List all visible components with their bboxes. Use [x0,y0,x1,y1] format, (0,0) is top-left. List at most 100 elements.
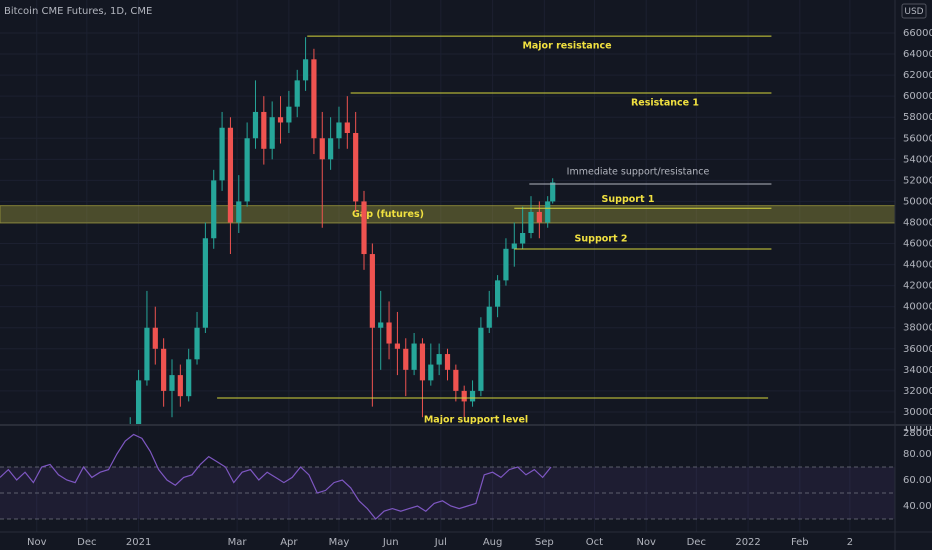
candle-body [219,127,225,181]
candle-body [286,106,292,123]
candle-body [161,348,167,391]
candle-body [344,122,350,133]
rsi-tick-label: 60.00 [903,475,932,486]
candle-body [252,111,259,139]
candle-body [144,327,150,381]
rsi-pane [0,426,895,532]
level-label: Major resistance [522,41,611,52]
candle-body [394,343,401,349]
x-tick-label: 2022 [735,537,760,548]
y-tick-label: 56000 [903,133,932,144]
candle-body [202,238,208,328]
candle-body [503,248,509,281]
candle-body [528,211,534,233]
currency-box[interactable] [901,3,927,19]
candle-body [550,182,556,202]
candle-body [428,364,434,381]
candle-body [244,138,250,202]
candle-body [277,117,284,123]
x-tick-label: May [329,537,350,548]
candle-body [294,80,300,107]
candle-body [152,327,158,349]
y-tick-label: 46000 [903,239,932,250]
candle-body [361,201,367,255]
price-pane: Gap (futures) Major resistance Resistance … [0,0,895,425]
x-tick-label: Dec [687,537,706,548]
candle-body [386,322,392,344]
candle-body [336,122,342,139]
x-tick-label: Nov [636,537,656,548]
candle-body [494,280,501,307]
candle-body [236,201,242,223]
candle-body [403,348,409,370]
gap-band [0,205,895,224]
y-tick-label: 50000 [903,196,932,207]
candle-body [469,390,476,402]
x-tick-label: 2021 [126,537,151,548]
y-tick-label: 34000 [903,365,932,376]
y-tick-label: 44000 [903,260,932,271]
y-tick-label: 52000 [903,175,932,186]
candle-body [461,390,467,402]
candle-body [545,201,551,223]
candle-body [369,254,375,328]
candle-body [536,211,542,223]
y-tick-label: 36000 [903,344,932,355]
y-tick-label: 64000 [903,49,932,60]
rsi-tick-label: 80.00 [903,449,932,460]
candle-body [269,117,275,149]
x-tick-label: 2 [847,537,853,548]
x-tick-label: Dec [77,537,96,548]
y-tick-label: 28000 [903,428,932,439]
candle-body [436,354,442,365]
y-tick-label: 62000 [903,70,932,81]
candle-body [328,138,334,160]
x-tick-label: Apr [280,537,298,548]
rsi-tick-label: 40.00 [903,501,932,512]
level-label: Major support level [424,414,528,425]
candle-body [353,133,359,202]
y-tick-label: 48000 [903,217,932,228]
candle-body [261,111,267,149]
candle-body [169,375,175,391]
y-tick-label: 30000 [903,407,932,418]
y-tick-label: 42000 [903,281,932,292]
currency[interactable]: USD [904,7,923,17]
candle-body [302,59,309,81]
candle-body [135,380,142,425]
candle-body [520,233,526,244]
y-tick-label: 40000 [903,302,932,313]
x-tick-label: Jul [434,537,447,548]
candle-body [211,180,217,239]
gap-label: Gap (futures) [352,209,424,220]
candle-body [311,59,317,139]
candle-body [511,243,517,249]
chart-title: Bitcoin CME Futures, 1D, CME [4,6,152,17]
level-label: Immediate support/resistance [567,167,710,178]
x-tick-label: Jun [382,537,399,548]
x-tick-label: Nov [27,537,47,548]
candle-body [419,343,426,381]
candle-body [486,306,492,328]
x-tick-label: Sep [535,537,554,548]
y-tick-label: 66000 [903,28,932,39]
x-tick-label: Aug [483,537,503,548]
axes: Nov Dec 2021 Mar Apr May Jun Jul Aug Sep Oct Nov Dec… [27,28,932,548]
rsi-tick-label: 100.00 [903,423,932,434]
candle-body [227,127,234,223]
y-tick-label: 54000 [903,154,932,165]
candle-body [177,375,183,397]
y-tick-label: 58000 [903,112,932,123]
x-tick-label: Mar [228,537,248,548]
candle-body [444,354,451,370]
candle-body [478,327,484,391]
x-tick-label: Oct [586,537,603,548]
candle-body [319,138,325,160]
x-tick-label: Feb [791,537,809,548]
level-label: Resistance 1 [631,98,699,109]
candle-body [411,343,417,370]
level-label: Support 2 [575,234,628,245]
y-tick-label: 32000 [903,386,932,397]
candle-body [194,327,200,360]
